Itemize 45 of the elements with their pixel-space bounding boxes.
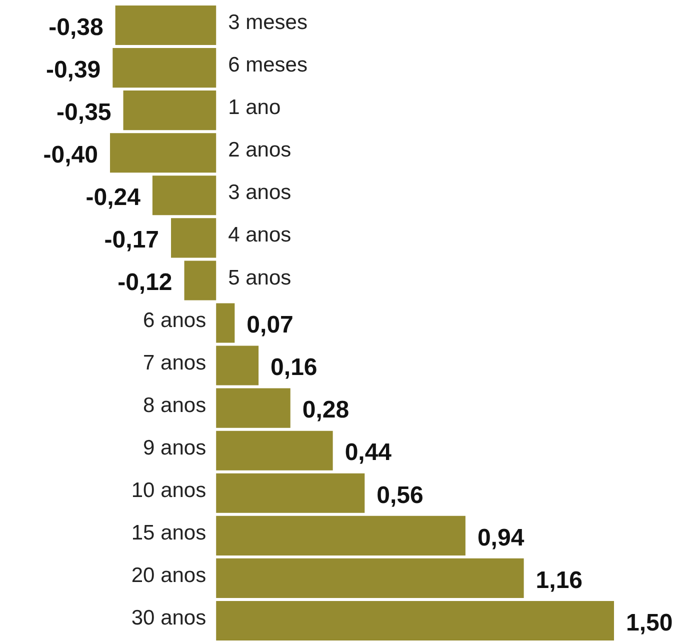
bar <box>171 218 216 258</box>
data-label: 1,16 <box>536 566 583 594</box>
bar <box>216 600 614 641</box>
bar <box>216 303 235 343</box>
data-label: 0,44 <box>344 439 392 466</box>
y-tick-label: 3 meses <box>228 11 308 34</box>
y-tick-label: 9 anos <box>143 436 206 460</box>
bar <box>115 5 216 46</box>
data-label: 0,16 <box>270 354 318 382</box>
bar <box>216 346 259 386</box>
y-tick-label: 8 anos <box>143 394 206 417</box>
bar <box>216 388 290 428</box>
bar <box>152 176 216 216</box>
bar <box>216 473 365 513</box>
y-tick-label: 6 anos <box>143 308 206 332</box>
y-tick-label: 7 anos <box>143 351 206 374</box>
data-label: -0,12 <box>118 269 172 296</box>
data-label: -0,35 <box>56 98 112 126</box>
data-label: -0,40 <box>43 141 98 168</box>
y-tick-label: 6 meses <box>228 54 308 77</box>
data-label: -0,24 <box>86 184 142 212</box>
data-label: 0,28 <box>302 396 350 424</box>
y-tick-label: 3 anos <box>228 181 292 204</box>
bar <box>112 48 216 88</box>
y-tick-label: 2 anos <box>228 138 292 162</box>
bar <box>123 90 216 130</box>
data-label: 1,50 <box>626 609 673 636</box>
bar <box>184 260 216 300</box>
y-tick-label: 4 anos <box>228 224 292 247</box>
bar <box>110 133 216 173</box>
data-label: 0,56 <box>376 482 424 509</box>
y-tick-label: 1 ano <box>228 96 281 120</box>
data-label: -0,39 <box>46 56 101 84</box>
y-tick-label: 30 anos <box>131 606 206 630</box>
y-tick-label: 10 anos <box>131 478 206 502</box>
y-tick-label: 5 anos <box>228 266 292 290</box>
bar <box>216 558 524 598</box>
data-label: 0,94 <box>477 524 525 552</box>
data-label: -0,38 <box>48 14 104 41</box>
y-tick-label: 15 anos <box>131 521 206 544</box>
bar <box>216 516 466 556</box>
bar <box>216 430 333 470</box>
data-label: 0,07 <box>246 312 294 339</box>
y-tick-label: 20 anos <box>131 564 206 587</box>
data-label: -0,17 <box>104 226 160 254</box>
